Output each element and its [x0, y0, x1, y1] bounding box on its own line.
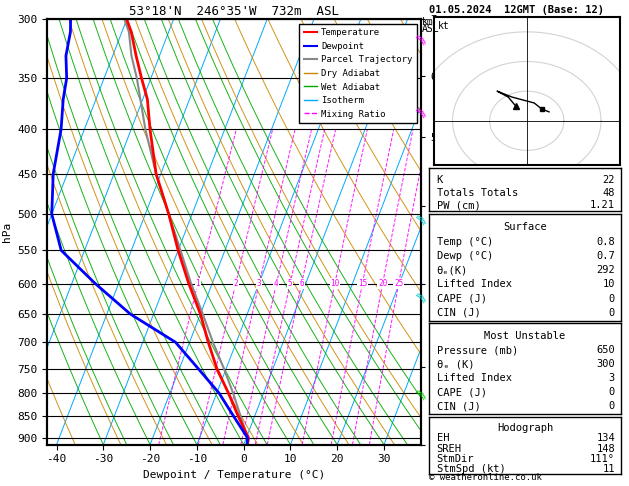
Text: ⟫: ⟫	[415, 104, 429, 119]
Text: K: K	[437, 175, 443, 185]
Text: 11: 11	[603, 465, 615, 474]
Text: ASL: ASL	[421, 24, 439, 35]
Text: CAPE (J): CAPE (J)	[437, 294, 487, 304]
Text: 111°: 111°	[590, 454, 615, 464]
Text: EH: EH	[437, 433, 449, 443]
Text: © weatheronline.co.uk: © weatheronline.co.uk	[429, 473, 542, 482]
X-axis label: Dewpoint / Temperature (°C): Dewpoint / Temperature (°C)	[143, 470, 325, 480]
Text: 0.7: 0.7	[596, 251, 615, 261]
Text: 0: 0	[609, 387, 615, 398]
Text: 134: 134	[596, 433, 615, 443]
Text: 3: 3	[609, 373, 615, 383]
Title: 53°18'N  246°35'W  732m  ASL: 53°18'N 246°35'W 732m ASL	[130, 5, 339, 18]
Text: Lifted Index: Lifted Index	[437, 279, 511, 290]
Text: 292: 292	[596, 265, 615, 275]
Text: Hodograph: Hodograph	[497, 423, 553, 433]
Y-axis label: Mixing Ratio (g/kg): Mixing Ratio (g/kg)	[474, 176, 484, 288]
Text: ⟫: ⟫	[415, 211, 429, 226]
Text: 4: 4	[274, 279, 279, 288]
Text: θₑ (K): θₑ (K)	[437, 359, 474, 369]
Text: StmSpd (kt): StmSpd (kt)	[437, 465, 506, 474]
Text: θₑ(K): θₑ(K)	[437, 265, 468, 275]
Text: CAPE (J): CAPE (J)	[437, 387, 487, 398]
Text: 148: 148	[596, 444, 615, 453]
Text: 25: 25	[394, 279, 403, 288]
Text: 20: 20	[378, 279, 387, 288]
Y-axis label: hPa: hPa	[2, 222, 12, 242]
Text: 48: 48	[603, 188, 615, 198]
Text: km: km	[421, 17, 433, 27]
Text: CIN (J): CIN (J)	[437, 308, 481, 318]
Text: kt: kt	[438, 21, 450, 32]
Text: Totals Totals: Totals Totals	[437, 188, 518, 198]
Text: 15: 15	[358, 279, 367, 288]
Text: ⟫: ⟫	[415, 386, 429, 401]
Text: Pressure (mb): Pressure (mb)	[437, 345, 518, 355]
Text: 5: 5	[288, 279, 292, 288]
Text: PW (cm): PW (cm)	[437, 200, 481, 210]
Text: 22: 22	[603, 175, 615, 185]
Text: StmDir: StmDir	[437, 454, 474, 464]
Text: 650: 650	[596, 345, 615, 355]
Text: ⟫: ⟫	[415, 32, 429, 46]
Text: Lifted Index: Lifted Index	[437, 373, 511, 383]
Text: 0: 0	[609, 294, 615, 304]
Text: 1: 1	[196, 279, 200, 288]
Text: CIN (J): CIN (J)	[437, 401, 481, 412]
Text: 6: 6	[299, 279, 304, 288]
Text: SREH: SREH	[437, 444, 462, 453]
Text: 10: 10	[330, 279, 340, 288]
Text: Most Unstable: Most Unstable	[484, 331, 565, 341]
Text: Surface: Surface	[503, 223, 547, 232]
Text: 10: 10	[603, 279, 615, 290]
Text: 2: 2	[233, 279, 238, 288]
Text: ⟫: ⟫	[415, 289, 429, 304]
Text: 300: 300	[596, 359, 615, 369]
Text: 0.8: 0.8	[596, 237, 615, 247]
Text: Temp (°C): Temp (°C)	[437, 237, 493, 247]
Text: Dewp (°C): Dewp (°C)	[437, 251, 493, 261]
Text: 1.21: 1.21	[590, 200, 615, 210]
Text: 3: 3	[257, 279, 262, 288]
Text: 01.05.2024  12GMT (Base: 12): 01.05.2024 12GMT (Base: 12)	[429, 5, 604, 15]
Text: 0: 0	[609, 308, 615, 318]
Legend: Temperature, Dewpoint, Parcel Trajectory, Dry Adiabat, Wet Adiabat, Isotherm, Mi: Temperature, Dewpoint, Parcel Trajectory…	[299, 24, 417, 123]
Text: 0: 0	[609, 401, 615, 412]
